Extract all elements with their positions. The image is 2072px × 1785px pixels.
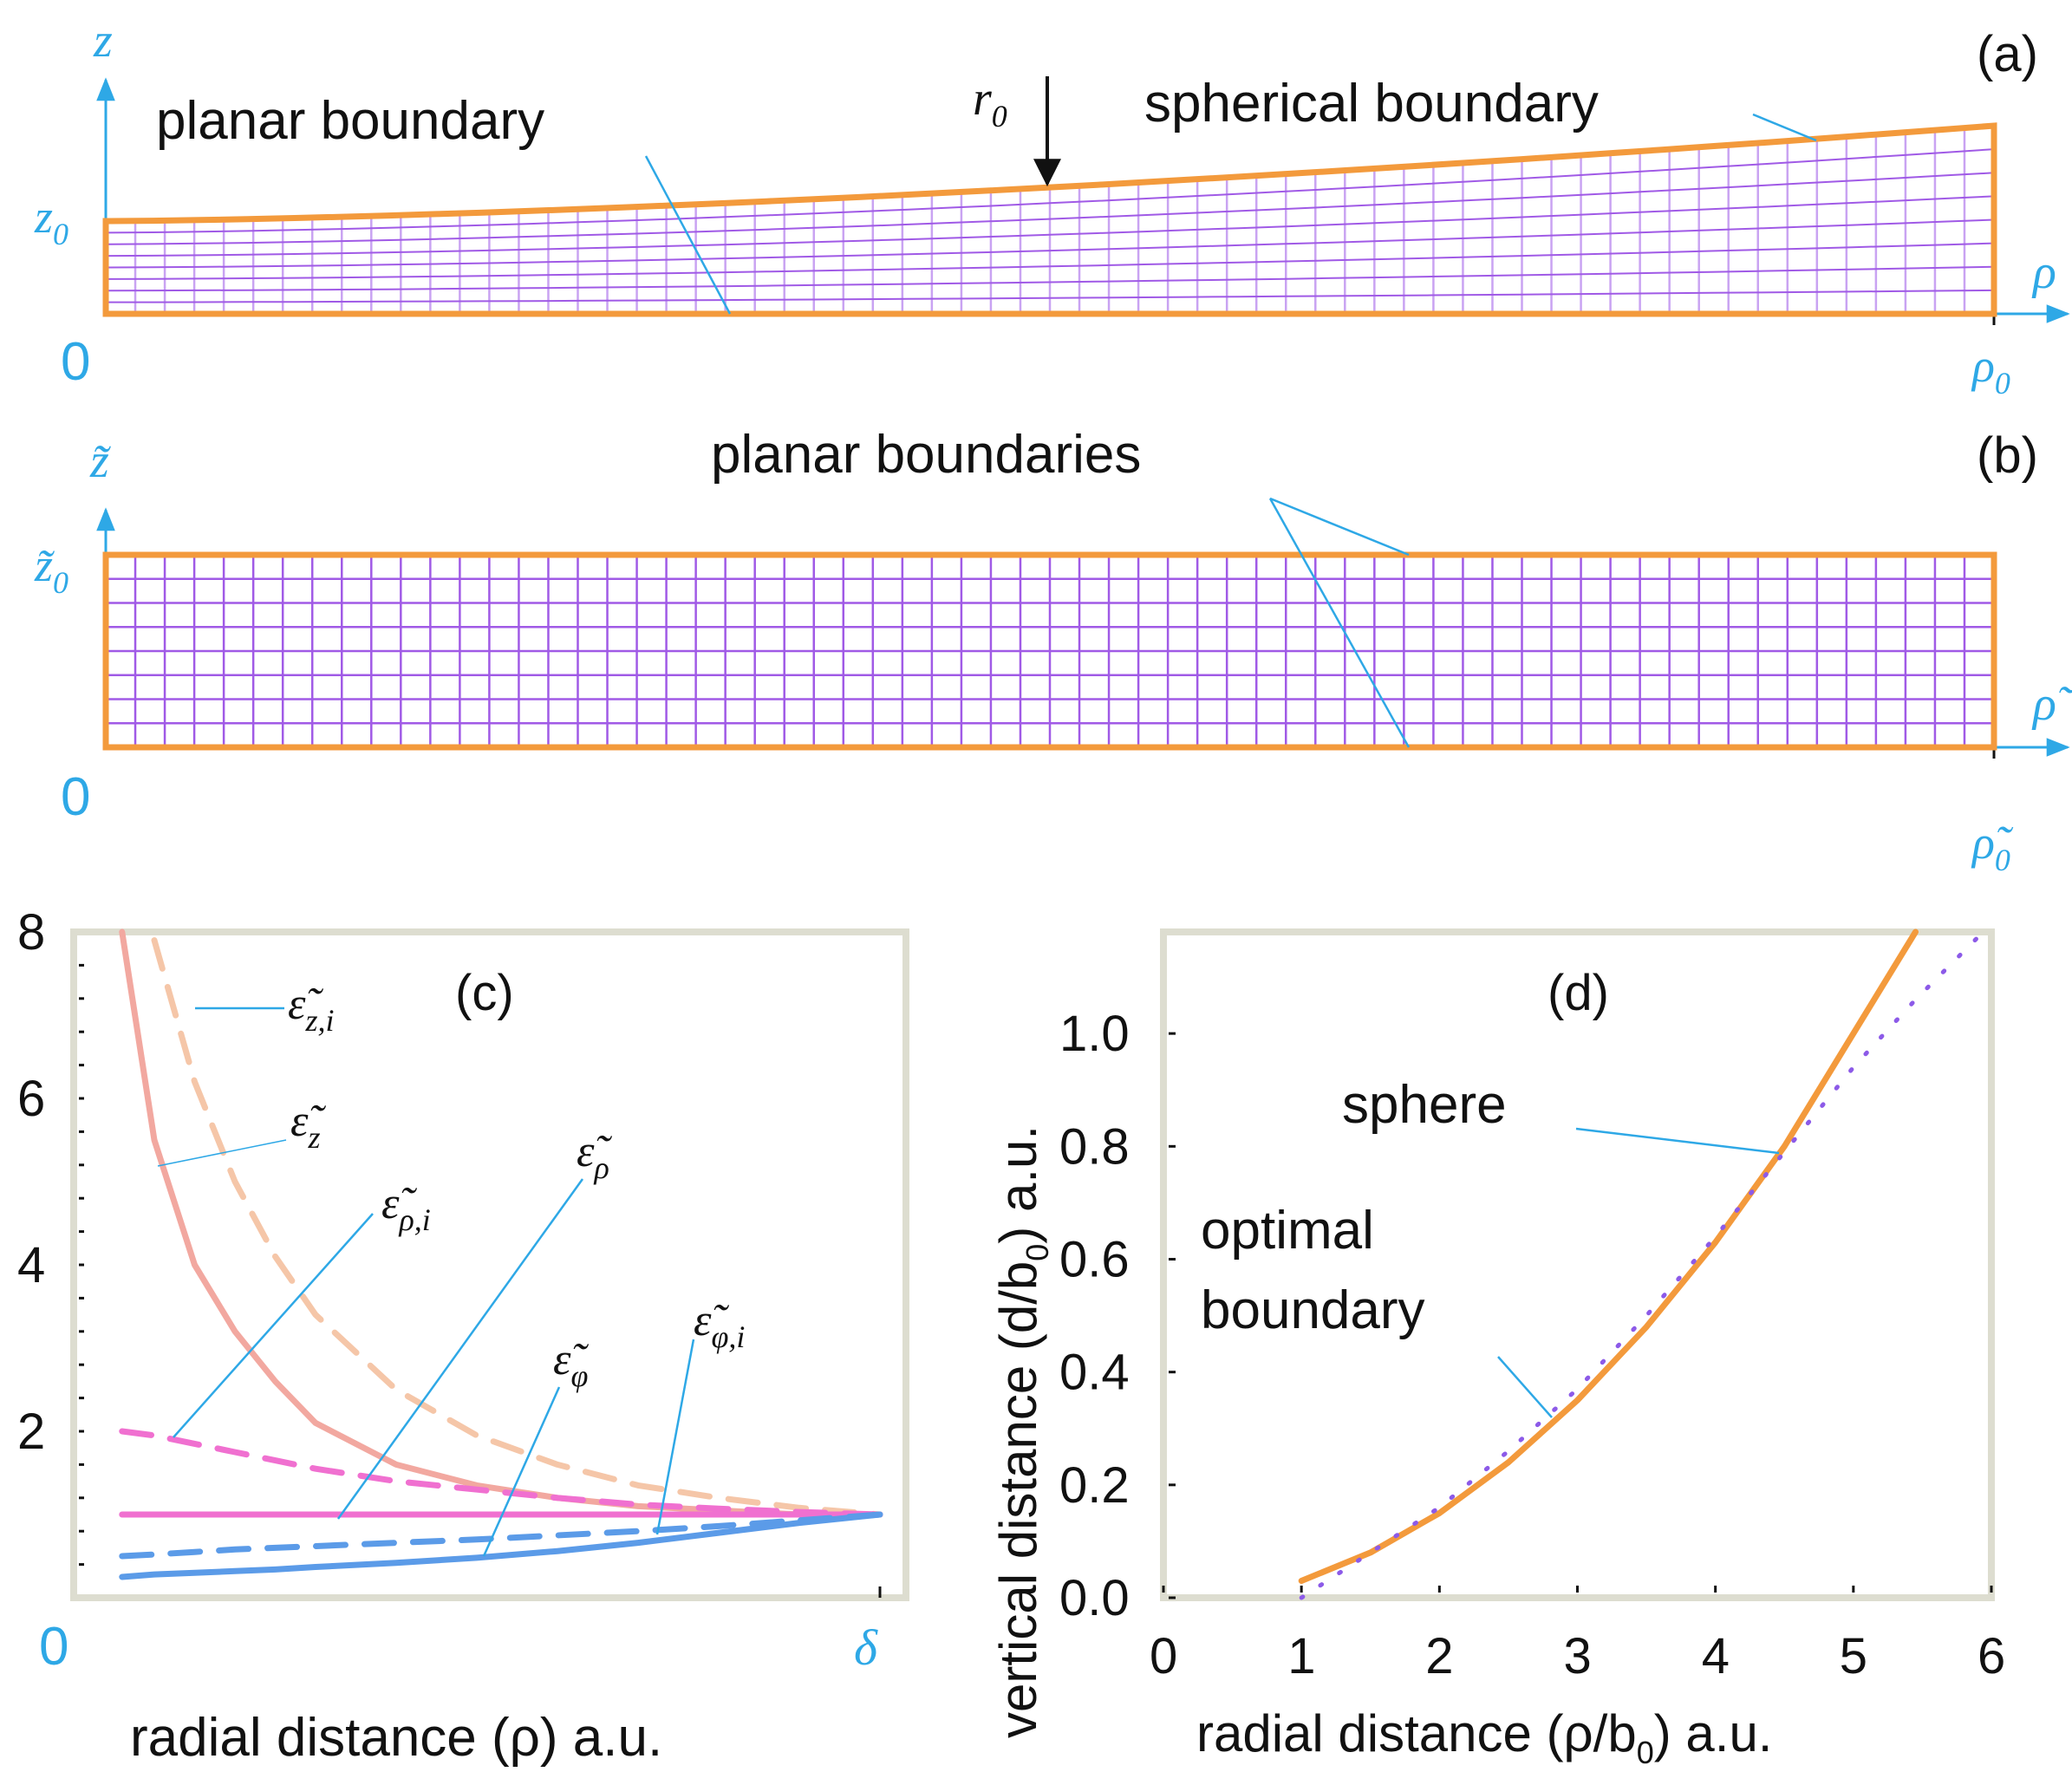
r0-label: r0 bbox=[973, 72, 1007, 134]
planar-boundary-leader bbox=[644, 155, 732, 315]
plot-d-x-tick-label: 3 bbox=[1564, 1628, 1592, 1684]
legend-eps-rho-i-leader bbox=[173, 1213, 374, 1438]
plot-d-y-tick-label: 0.0 bbox=[1059, 1570, 1130, 1626]
mesh-line-a bbox=[105, 172, 1995, 245]
panel-b: (b) z̃ z̃0 0 ρ̃ ρ̃0 planar boundaries bbox=[34, 425, 2072, 877]
curve-z-i bbox=[151, 937, 883, 1518]
mesh-grid-b bbox=[106, 555, 1994, 747]
plot-c-xlabel: radial distance (ρ) a.u. bbox=[130, 1708, 662, 1768]
plot-d-xlabel: radial distance (ρ/b0) a.u. bbox=[1196, 1704, 1772, 1770]
plot-c-x-start: 0 bbox=[39, 1617, 68, 1677]
mesh-line-a bbox=[105, 242, 1995, 280]
optimal-boundary-curve bbox=[1299, 935, 1980, 1600]
curve--i bbox=[119, 1428, 883, 1518]
panel-c: 8 6 4 2 (c) 0 δ radial distance (ρ) a.u. ε̃… bbox=[17, 904, 909, 1768]
legend-eps-rho-i: ε̃ρ,i bbox=[381, 1179, 431, 1237]
curve--i bbox=[119, 1511, 883, 1560]
panel-d: 0 1 2 3 4 5 6 0.0 0.2 0.4 0.6 0.8 1.0 (d) sphere opt… bbox=[989, 928, 2005, 1770]
panel-a-tag: (a) bbox=[1977, 26, 2038, 82]
legend-eps-phi-i: ε̃φ,i bbox=[694, 1296, 745, 1354]
rho-axis-label: ρ bbox=[2031, 245, 2056, 299]
origin-label-a: 0 bbox=[61, 332, 90, 392]
legend-eps-phi: ε̃φ bbox=[553, 1335, 589, 1393]
plot-d-x-tick-label: 4 bbox=[1702, 1628, 1730, 1684]
z-tilde-axis-label: z̃ bbox=[89, 434, 112, 488]
legend-eps-rho-leader bbox=[336, 1178, 584, 1520]
plot-c-x-end: δ bbox=[854, 1619, 878, 1676]
plot-d-ylabel: vertical distance (d/b0) a.u. bbox=[989, 1125, 1055, 1738]
planar-boundaries-leader-bottom bbox=[1268, 498, 1411, 748]
z0-label: z0 bbox=[34, 191, 68, 251]
origin-label-b: 0 bbox=[61, 767, 90, 827]
legend-eps-z-leader bbox=[157, 1139, 287, 1167]
plot-d-y-tick-label: 0.8 bbox=[1059, 1118, 1130, 1175]
mesh-line-a bbox=[105, 265, 1995, 292]
rho-tilde0-label: ρ̃0 bbox=[1971, 817, 2014, 877]
sphere-curve bbox=[1298, 928, 1919, 1584]
boundary-outline-b bbox=[102, 551, 1997, 751]
plot-c-y-ticks: 8 6 4 2 bbox=[17, 904, 45, 1460]
plot-d-y-tick-label: 0.4 bbox=[1059, 1345, 1130, 1401]
panel-d-tag: (d) bbox=[1547, 965, 1609, 1021]
sphere-label: sphere bbox=[1342, 1075, 1507, 1135]
legend-eps-phi-i-leader bbox=[655, 1339, 695, 1535]
legend-eps-rho: ε̃ρ bbox=[577, 1127, 612, 1185]
z-tilde0-label: z̃0 bbox=[34, 539, 68, 600]
plot-d-curves bbox=[1298, 928, 1980, 1600]
curve- bbox=[119, 1511, 883, 1580]
rho0-label: ρ0 bbox=[1971, 340, 2010, 401]
legend-eps-phi-leader bbox=[482, 1386, 561, 1557]
boundary-outline-a bbox=[102, 122, 1997, 317]
panel-c-tag: (c) bbox=[455, 965, 514, 1021]
plot-c-y-tick-label: 4 bbox=[17, 1237, 45, 1293]
legend-eps-z: ε̃z bbox=[290, 1097, 326, 1155]
plot-c-y-tick-label: 8 bbox=[17, 904, 45, 961]
plot-c-minor-ticks bbox=[79, 963, 84, 1567]
plot-d-x-tick-label: 1 bbox=[1287, 1628, 1315, 1684]
panel-a: (a) z z0 0 ρ ρ0 r0 planar boundary spher… bbox=[34, 14, 2070, 401]
plot-d-x-tick-label: 2 bbox=[1425, 1628, 1453, 1684]
spherical-boundary-label: spherical boundary bbox=[1144, 74, 1599, 134]
plot-d-x-tick-label: 6 bbox=[1978, 1628, 2005, 1684]
rho-tilde-axis-label: ρ̃ bbox=[2031, 677, 2072, 731]
plot-c-y-tick-label: 6 bbox=[17, 1071, 45, 1127]
optimal-label-2: boundary bbox=[1201, 1280, 1425, 1340]
plot-c-y-tick-label: 2 bbox=[17, 1404, 45, 1460]
optimal-label-1: optimal bbox=[1201, 1201, 1374, 1261]
mesh-line-a bbox=[105, 218, 1995, 269]
optimal-leader bbox=[1497, 1356, 1553, 1418]
mesh-line-a bbox=[105, 148, 1995, 234]
mesh-line-a bbox=[105, 195, 1995, 257]
plot-d-ticks: 0 1 2 3 4 5 6 0.0 0.2 0.4 0.6 0.8 1.0 bbox=[1059, 1006, 2005, 1684]
planar-boundaries-label: planar boundaries bbox=[711, 425, 1141, 485]
spherical-boundary-leader bbox=[1752, 113, 1817, 142]
mesh-line-a bbox=[106, 289, 1995, 303]
planar-boundary-label: planar boundary bbox=[156, 91, 544, 151]
sphere-leader bbox=[1575, 1127, 1780, 1155]
panel-b-tag: (b) bbox=[1977, 427, 2038, 484]
plot-d-x-tick-label: 5 bbox=[1840, 1628, 1867, 1684]
plot-d-y-tick-label: 1.0 bbox=[1059, 1006, 1130, 1062]
plot-c-frame bbox=[70, 928, 909, 1601]
plot-c-curves bbox=[119, 928, 883, 1580]
plot-d-y-tick-label: 0.2 bbox=[1059, 1457, 1130, 1514]
plot-d-frame bbox=[1160, 928, 1995, 1601]
plot-d-x-tick-label: 0 bbox=[1150, 1628, 1177, 1684]
z-axis-label: z bbox=[93, 14, 113, 68]
plot-d-y-tick-label: 0.6 bbox=[1059, 1232, 1130, 1288]
mesh-grid-a bbox=[104, 126, 1996, 314]
planar-boundaries-leader-top bbox=[1269, 497, 1410, 557]
legend-eps-z-i: ε̃z,i bbox=[288, 980, 335, 1038]
